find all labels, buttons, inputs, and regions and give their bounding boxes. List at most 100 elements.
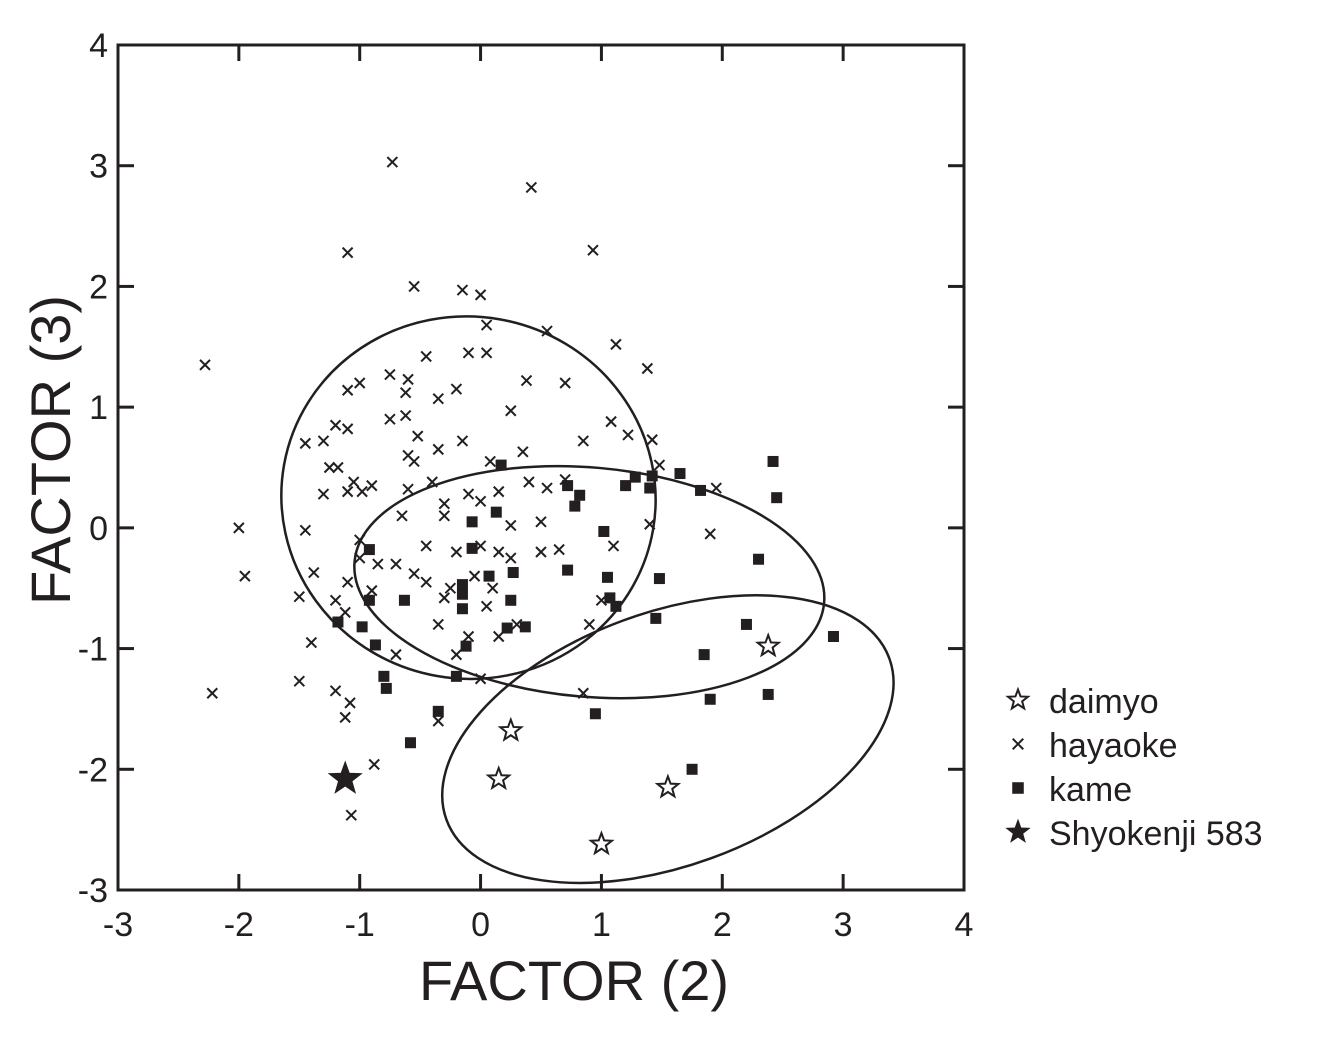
- point-kame: [505, 594, 517, 606]
- point-hayaoke: [233, 522, 245, 534]
- x-tick-label: 0: [471, 906, 490, 944]
- point-hayaoke: [520, 374, 533, 387]
- legend-marker-shyokenji-583: [1005, 818, 1031, 843]
- point-hayaoke: [525, 181, 538, 194]
- point-hayaoke: [517, 446, 529, 458]
- legend-marker-kame: [1012, 782, 1024, 794]
- point-hayaoke: [468, 570, 481, 582]
- point-shyokenji-583: [327, 760, 363, 794]
- point-hayaoke: [704, 528, 716, 540]
- point-hayaoke: [293, 590, 305, 603]
- point-hayaoke: [474, 673, 487, 685]
- point-hayaoke: [486, 582, 499, 594]
- series-hayaoke: [199, 156, 722, 821]
- y-tick-label: -1: [78, 631, 108, 669]
- point-hayaoke: [390, 558, 402, 570]
- point-kame: [456, 588, 468, 600]
- point-hayaoke: [492, 485, 505, 498]
- point-kame: [704, 693, 716, 705]
- point-hayaoke: [432, 392, 444, 405]
- point-hayaoke: [402, 373, 414, 386]
- point-hayaoke: [480, 347, 493, 359]
- point-hayaoke: [384, 368, 396, 381]
- point-hayaoke: [420, 350, 432, 363]
- point-kame: [460, 640, 472, 652]
- point-daimyo: [654, 773, 682, 799]
- series-kame: [332, 455, 839, 775]
- legend-marker-hayaoke: [1012, 738, 1024, 750]
- point-kame: [753, 553, 765, 565]
- point-hayaoke: [432, 715, 444, 727]
- point-hayaoke: [456, 284, 469, 296]
- point-hayaoke: [462, 630, 475, 643]
- series-daimyo: [485, 632, 782, 856]
- point-kame: [574, 489, 586, 501]
- point-hayaoke: [535, 546, 547, 558]
- point-hayaoke: [610, 338, 622, 351]
- point-hayaoke: [450, 648, 463, 661]
- point-hayaoke: [408, 455, 420, 468]
- point-hayaoke: [474, 495, 487, 508]
- ellipse-kame: [353, 464, 826, 700]
- point-kame: [771, 492, 783, 504]
- point-hayaoke: [412, 430, 424, 442]
- point-kame: [767, 455, 779, 467]
- legend-item-hayaoke: hayaoke: [1012, 727, 1178, 765]
- point-kame: [363, 544, 375, 556]
- point-kame: [610, 600, 622, 612]
- point-kame: [644, 482, 656, 494]
- point-hayaoke: [354, 552, 366, 564]
- legend-item-daimyo: daimyo: [1005, 683, 1159, 721]
- point-hayaoke: [535, 516, 547, 528]
- point-hayaoke: [438, 510, 451, 522]
- point-hayaoke: [438, 592, 451, 604]
- point-kame: [495, 459, 507, 471]
- x-tick-label: 3: [834, 906, 853, 944]
- point-daimyo: [485, 765, 512, 791]
- point-hayaoke: [408, 568, 420, 580]
- ellipse-daimyo: [440, 594, 895, 885]
- point-hayaoke: [559, 377, 571, 389]
- point-hayaoke: [420, 576, 432, 588]
- point-hayaoke: [341, 576, 354, 588]
- point-kame: [569, 500, 581, 512]
- point-hayaoke: [386, 156, 399, 168]
- point-hayaoke: [644, 518, 656, 530]
- point-kame: [398, 594, 410, 606]
- point-kame: [466, 516, 478, 528]
- point-hayaoke: [462, 347, 475, 359]
- point-hayaoke: [366, 479, 378, 492]
- series-shyokenji-583: [327, 760, 363, 794]
- y-tick-label: 3: [89, 148, 108, 186]
- point-kame: [450, 670, 462, 682]
- point-hayaoke: [653, 459, 666, 471]
- point-hayaoke: [641, 362, 654, 375]
- point-kame: [519, 621, 531, 633]
- y-tick-label: -2: [78, 751, 108, 789]
- confidence-ellipses: [280, 315, 895, 885]
- point-hayaoke: [293, 675, 305, 687]
- point-hayaoke: [339, 606, 351, 619]
- point-hayaoke: [339, 711, 351, 724]
- point-kame: [363, 594, 375, 606]
- point-hayaoke: [710, 482, 722, 494]
- point-hayaoke: [646, 434, 658, 446]
- point-hayaoke: [341, 485, 354, 498]
- point-hayaoke: [426, 476, 438, 488]
- point-hayaoke: [317, 488, 330, 500]
- y-tick-label: -3: [78, 872, 108, 910]
- point-kame: [501, 622, 513, 634]
- legend-label-shyokenji-583: Shyokenji 583: [1049, 815, 1263, 853]
- point-hayaoke: [372, 558, 384, 570]
- point-hayaoke: [523, 476, 535, 488]
- point-kame: [466, 542, 478, 554]
- point-kame: [378, 670, 390, 682]
- point-kame: [698, 649, 710, 661]
- point-kame: [490, 506, 502, 518]
- point-kame: [483, 570, 495, 582]
- point-hayaoke: [329, 594, 342, 606]
- point-hayaoke: [199, 359, 211, 371]
- legend-label-hayaoke: hayaoke: [1049, 727, 1178, 765]
- point-hayaoke: [420, 540, 432, 552]
- point-hayaoke: [329, 685, 342, 697]
